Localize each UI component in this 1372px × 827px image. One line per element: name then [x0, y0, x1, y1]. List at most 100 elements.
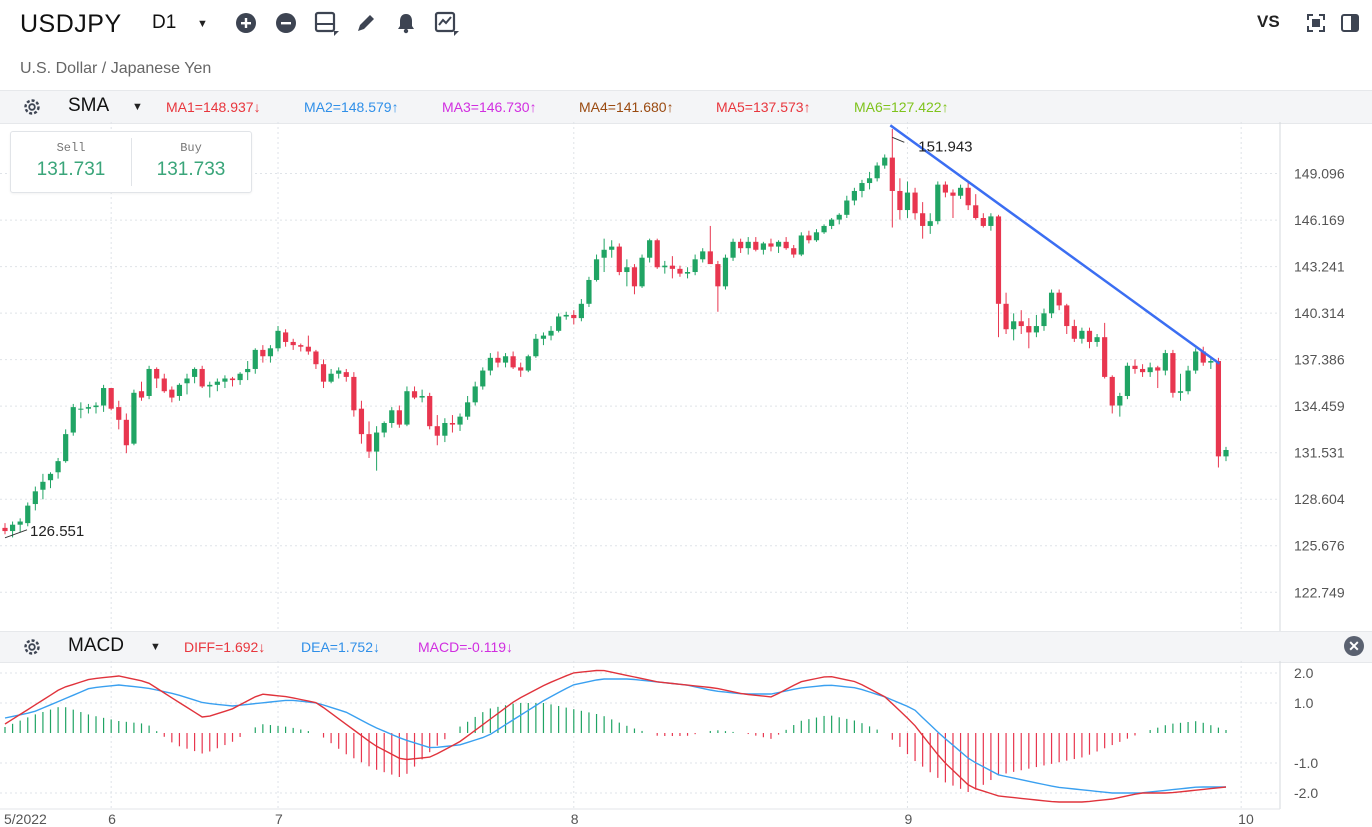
macd-axis-label: -2.0 — [1294, 785, 1318, 801]
candle-body — [1139, 368, 1146, 373]
candle — [578, 299, 584, 322]
candle-body — [556, 316, 562, 331]
candle — [1071, 319, 1077, 342]
buy-quote[interactable]: Buy 131.733 — [131, 132, 251, 192]
candle — [1086, 327, 1093, 349]
candle-body — [1086, 330, 1093, 342]
candle — [669, 256, 675, 279]
side-panel-icon[interactable] — [1337, 10, 1363, 36]
ma1-value: MA1=148.937↓ — [166, 99, 261, 115]
candle-body — [343, 372, 349, 377]
price-chart[interactable]: 149.096 146.169 143.241 140.314 137.386 134.4… — [0, 122, 1372, 631]
candle-body — [813, 232, 820, 241]
macd-chart[interactable]: 2.01.0-1.0-2.05/20226789101112 — [0, 661, 1372, 827]
candle — [639, 254, 645, 288]
candle-body — [1102, 337, 1108, 377]
candle — [647, 238, 653, 263]
candle — [169, 386, 175, 403]
candle — [161, 373, 167, 393]
candle — [449, 415, 456, 433]
plus-circle-icon[interactable] — [233, 10, 259, 36]
chevron-down-icon[interactable]: ▼ — [197, 18, 208, 30]
gear-icon[interactable] — [22, 97, 42, 117]
candle-body — [540, 335, 547, 339]
candle-body — [1132, 365, 1138, 369]
candle-body — [9, 524, 16, 532]
low-marker-line — [4, 529, 28, 539]
candle — [1102, 322, 1108, 379]
candle-body — [290, 341, 296, 346]
sell-quote[interactable]: Sell 131.731 — [11, 132, 131, 192]
candle-body — [298, 345, 304, 347]
candle-body — [760, 243, 766, 250]
fullscreen-icon[interactable] — [1303, 10, 1329, 36]
ma2-value: MA2=148.579↑ — [304, 99, 399, 115]
candle — [207, 381, 213, 398]
candle-body — [283, 332, 289, 342]
candle-body — [245, 368, 251, 373]
candle-body — [93, 405, 99, 408]
chevron-down-icon[interactable]: ▼ — [132, 101, 143, 113]
chevron-down-icon[interactable]: ▼ — [150, 641, 161, 653]
candle — [275, 326, 281, 352]
candle-body — [874, 165, 880, 179]
candle — [146, 365, 152, 400]
candle-body — [518, 367, 524, 371]
compare-vs-button[interactable]: VS — [1257, 12, 1280, 31]
candle-body — [700, 251, 706, 260]
candle — [222, 375, 228, 389]
indicator-chart-icon[interactable] — [433, 10, 459, 36]
indicator-name[interactable]: SMA — [68, 95, 110, 116]
timeframe-selector[interactable]: D1 — [152, 12, 177, 33]
candle — [821, 224, 827, 234]
panel-layout-icon[interactable] — [313, 10, 339, 36]
candle — [662, 260, 668, 274]
time-axis-label: 8 — [571, 811, 579, 827]
gear-icon[interactable] — [22, 637, 42, 657]
candle — [1155, 365, 1161, 389]
candle — [419, 389, 425, 403]
candle-body — [1223, 450, 1229, 457]
candle-body — [389, 410, 395, 423]
candle-body — [2, 527, 8, 532]
candle-body — [1193, 351, 1199, 371]
candle — [980, 213, 986, 228]
candle-body — [328, 373, 334, 382]
close-icon[interactable]: ✕ — [1344, 636, 1364, 656]
candle-body — [25, 505, 31, 524]
symbol-title[interactable]: USDJPY — [20, 10, 122, 38]
high-price-label: 151.943 — [918, 138, 972, 155]
candle-body — [487, 357, 493, 371]
candle-body — [449, 422, 456, 425]
candle-body — [229, 378, 236, 381]
candle — [866, 171, 873, 190]
candle-body — [995, 216, 1002, 304]
candle-body — [1071, 326, 1077, 339]
candle-body — [1208, 361, 1214, 363]
macd-diff-value: DIFF=1.692↓ — [184, 639, 266, 655]
ma3-value: MA3=146.730↑ — [442, 99, 537, 115]
candle-body — [897, 190, 903, 211]
candle-body — [1117, 395, 1123, 406]
macd-indicator-bar: MACD ▼ DIFF=1.692↓ DEA=1.752↓ MACD=-0.11… — [0, 631, 1372, 663]
candle — [199, 365, 205, 389]
candle-body — [707, 251, 713, 265]
candle-body — [563, 314, 569, 317]
candle — [973, 194, 979, 220]
minus-circle-icon[interactable] — [273, 10, 299, 36]
candle-body — [775, 241, 782, 247]
high-marker-line — [892, 136, 905, 143]
candle-body — [366, 434, 372, 452]
candle — [396, 405, 402, 428]
pencil-icon[interactable] — [353, 10, 379, 36]
candle — [533, 334, 539, 358]
candle — [1200, 346, 1206, 366]
candle-body — [866, 178, 873, 184]
candle — [2, 523, 8, 535]
candle — [920, 202, 926, 239]
bell-icon[interactable] — [393, 10, 419, 36]
macd-indicator-name[interactable]: MACD — [68, 635, 124, 656]
candle-body — [662, 265, 668, 268]
candle — [138, 381, 145, 401]
price-axis-label: 146.169 — [1294, 212, 1345, 228]
